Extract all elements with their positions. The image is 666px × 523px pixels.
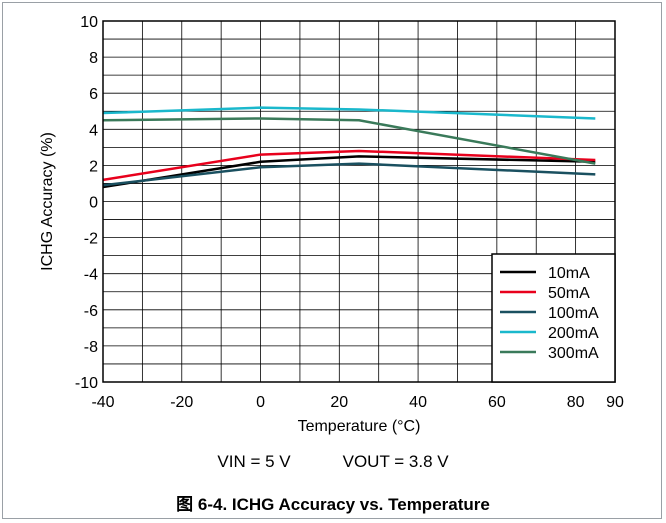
y-tick-label: 6 xyxy=(89,86,98,103)
x-tick-label: 80 xyxy=(567,394,585,411)
x-tick-label: 20 xyxy=(330,394,348,411)
y-tick-label: 0 xyxy=(89,195,98,212)
figure-caption: 图 6-4. ICHG Accuracy vs. Temperature xyxy=(176,495,490,514)
y-tick-label: 4 xyxy=(89,122,98,139)
legend-label: 300mA xyxy=(548,345,599,362)
y-tick-labels: -10 -8 -6 -4 -2 0 2 4 6 8 10 xyxy=(75,14,98,392)
chart-series xyxy=(102,106,596,189)
y-axis-label: ICHG Accuracy (%) xyxy=(39,132,56,271)
x-tick-label: 90 xyxy=(606,394,624,411)
y-tick-label: -2 xyxy=(84,231,98,248)
y-tick-label: 8 xyxy=(89,50,98,67)
x-tick-label: -40 xyxy=(91,394,114,411)
legend-label: 50mA xyxy=(548,285,590,302)
x-tick-label: 40 xyxy=(409,394,427,411)
legend-box xyxy=(491,253,616,383)
x-tick-label: 60 xyxy=(488,394,506,411)
series-line-10mA xyxy=(102,155,596,189)
y-tick-label: -8 xyxy=(84,339,98,356)
series-line-300mA xyxy=(102,117,596,165)
y-tick-label: 10 xyxy=(80,14,98,31)
series-line-200mA xyxy=(102,106,596,120)
legend-label: 200mA xyxy=(548,325,599,342)
series-line-50mA xyxy=(102,149,596,182)
y-tick-label: -6 xyxy=(84,303,98,320)
plot-border xyxy=(102,20,616,383)
legend-label: 10mA xyxy=(548,265,590,282)
test-conditions: VIN = 5 V VOUT = 3.8 V xyxy=(0,452,666,472)
vin-condition: VIN = 5 V xyxy=(217,452,291,471)
legend-label: 100mA xyxy=(548,305,599,322)
series-line-100mA xyxy=(102,162,596,187)
y-tick-label: -10 xyxy=(75,375,98,392)
y-tick-label: -4 xyxy=(84,267,98,284)
y-tick-label: 2 xyxy=(89,158,98,175)
vout-condition: VOUT = 3.8 V xyxy=(342,452,449,471)
x-tick-label: 0 xyxy=(256,394,265,411)
x-axis-label: Temperature (°C) xyxy=(298,418,421,435)
chart-legend: 10mA 50mA 100mA 200mA 300mA xyxy=(491,253,616,383)
x-tick-label: -20 xyxy=(170,394,193,411)
x-tick-labels: -40 -20 0 20 40 60 80 90 xyxy=(91,394,624,411)
